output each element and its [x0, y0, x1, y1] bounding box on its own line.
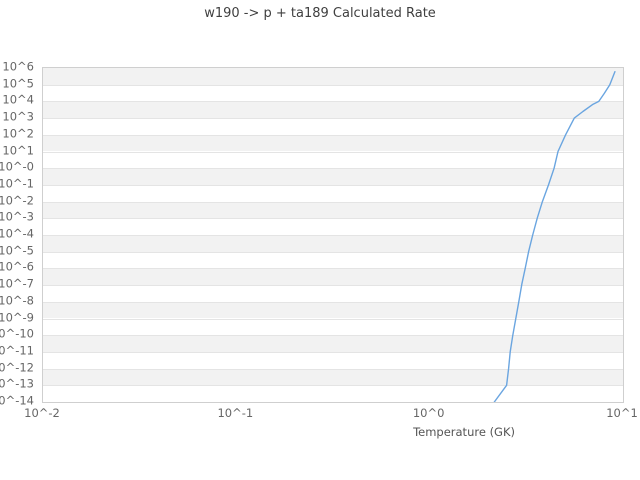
y-gridline: [43, 285, 623, 287]
y-axis-tick-label: 10^-9: [0, 309, 34, 324]
y-gridline: [43, 335, 623, 337]
decade-band: [43, 184, 623, 202]
decade-band: [43, 84, 623, 102]
y-axis-tick-label: 10^5: [2, 75, 34, 90]
y-gridline: [43, 168, 623, 170]
y-gridline: [43, 184, 623, 186]
y-axis-tick-label: 10^-6: [0, 259, 34, 274]
y-gridline: [43, 218, 623, 220]
y-axis-tick-label: 10^-14: [0, 393, 34, 408]
y-axis-tick-label: 10^6: [2, 59, 34, 74]
y-axis-tick-label: 10^-4: [0, 226, 34, 241]
y-axis-tick-label: 10^4: [2, 92, 34, 107]
x-axis-tick-label: 10^0: [412, 406, 445, 420]
decade-band: [43, 368, 623, 386]
decade-band: [43, 385, 623, 402]
y-gridline: [43, 201, 623, 203]
y-axis-tick-label: 10^2: [2, 126, 34, 141]
decade-band: [43, 118, 623, 135]
y-axis-tick-label: 10^-8: [0, 293, 34, 308]
y-axis-tick-label: 10^-2: [0, 192, 34, 207]
decade-band: [43, 268, 623, 286]
x-axis-title: Temperature (GK): [413, 425, 515, 439]
y-gridline: [43, 251, 623, 253]
decade-band: [43, 335, 623, 352]
y-gridline: [43, 235, 623, 236]
y-axis-tick-label: 10^-13: [0, 376, 34, 391]
y-gridline: [43, 385, 623, 387]
y-gridline: [43, 301, 623, 303]
y-gridline: [43, 118, 623, 120]
y-gridline: [43, 351, 623, 353]
y-gridline: [43, 268, 623, 270]
decade-band: [43, 351, 623, 369]
y-gridline: [43, 84, 623, 86]
decade-band: [43, 201, 623, 219]
decade-band: [43, 101, 623, 119]
x-axis-tick-label: 10^-1: [217, 406, 254, 420]
decade-band: [43, 285, 623, 302]
y-axis-tick-label: 10^1: [2, 142, 34, 157]
y-axis-tick-label: 10^-11: [0, 343, 34, 358]
x-axis-tick-label: 10^-2: [24, 406, 60, 420]
x-axis-tick-label: 10^1: [606, 406, 638, 420]
y-axis-tick-label: 10^-10: [0, 326, 34, 341]
y-axis-tick-label: 10^-1: [0, 176, 34, 191]
y-axis-tick-label: 10^-0: [0, 159, 34, 174]
decade-band: [43, 251, 623, 269]
calculated-rate-line: [493, 71, 616, 402]
decade-band: [43, 235, 623, 252]
y-gridline: [43, 368, 623, 370]
decade-band: [43, 151, 623, 169]
plot-area: [42, 67, 624, 403]
decade-band: [43, 134, 623, 152]
y-axis-tick-label: 10^-7: [0, 276, 34, 291]
decade-band: [43, 168, 623, 185]
y-axis-tick-label: 10^-12: [0, 359, 34, 374]
y-axis-tick-label: 10^-5: [0, 242, 34, 257]
y-gridline: [43, 101, 623, 103]
decade-band: [43, 218, 623, 235]
y-gridline: [43, 151, 623, 153]
decade-band: [43, 318, 623, 336]
y-gridline: [43, 134, 623, 136]
decade-band: [43, 301, 623, 319]
y-axis-tick-label: 10^-3: [0, 209, 34, 224]
y-axis-tick-label: 10^3: [2, 109, 34, 124]
chart-title: w190 -> p + ta189 Calculated Rate: [204, 6, 436, 21]
rate-curve-canvas: [493, 71, 616, 402]
y-gridline: [43, 318, 623, 320]
decade-band: [43, 68, 623, 85]
